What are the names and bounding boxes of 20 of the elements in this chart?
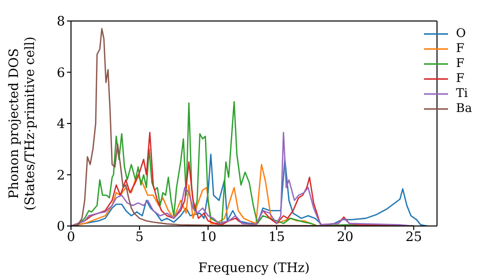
y-tick-label: 8 <box>56 14 65 30</box>
legend-label: F <box>456 41 464 55</box>
x-tick-label: 20 <box>336 230 354 246</box>
y-tick-label: 2 <box>56 168 65 184</box>
y-tick-label: 0 <box>56 220 65 235</box>
x-tick-label: 5 <box>135 230 144 246</box>
legend-label: Ti <box>456 86 468 100</box>
x-tick-label: 0 <box>66 230 76 246</box>
legend-label: Ba <box>456 101 472 115</box>
y-tick-label: 6 <box>56 66 65 81</box>
x-tick-label: 10 <box>200 230 216 246</box>
legend-label: F <box>456 71 464 85</box>
legend-label: F <box>456 56 464 70</box>
x-tick-label: 25 <box>405 230 422 246</box>
y-tick-label: 4 <box>56 117 65 132</box>
line-series <box>71 132 414 226</box>
x-tick-label: 15 <box>268 230 285 246</box>
y-axis-title: Phonon projected DOS (States/THz·primitive cell) <box>7 36 38 211</box>
x-axis-title: Frequency (THz) <box>198 261 310 276</box>
legend-label: O <box>456 26 466 40</box>
